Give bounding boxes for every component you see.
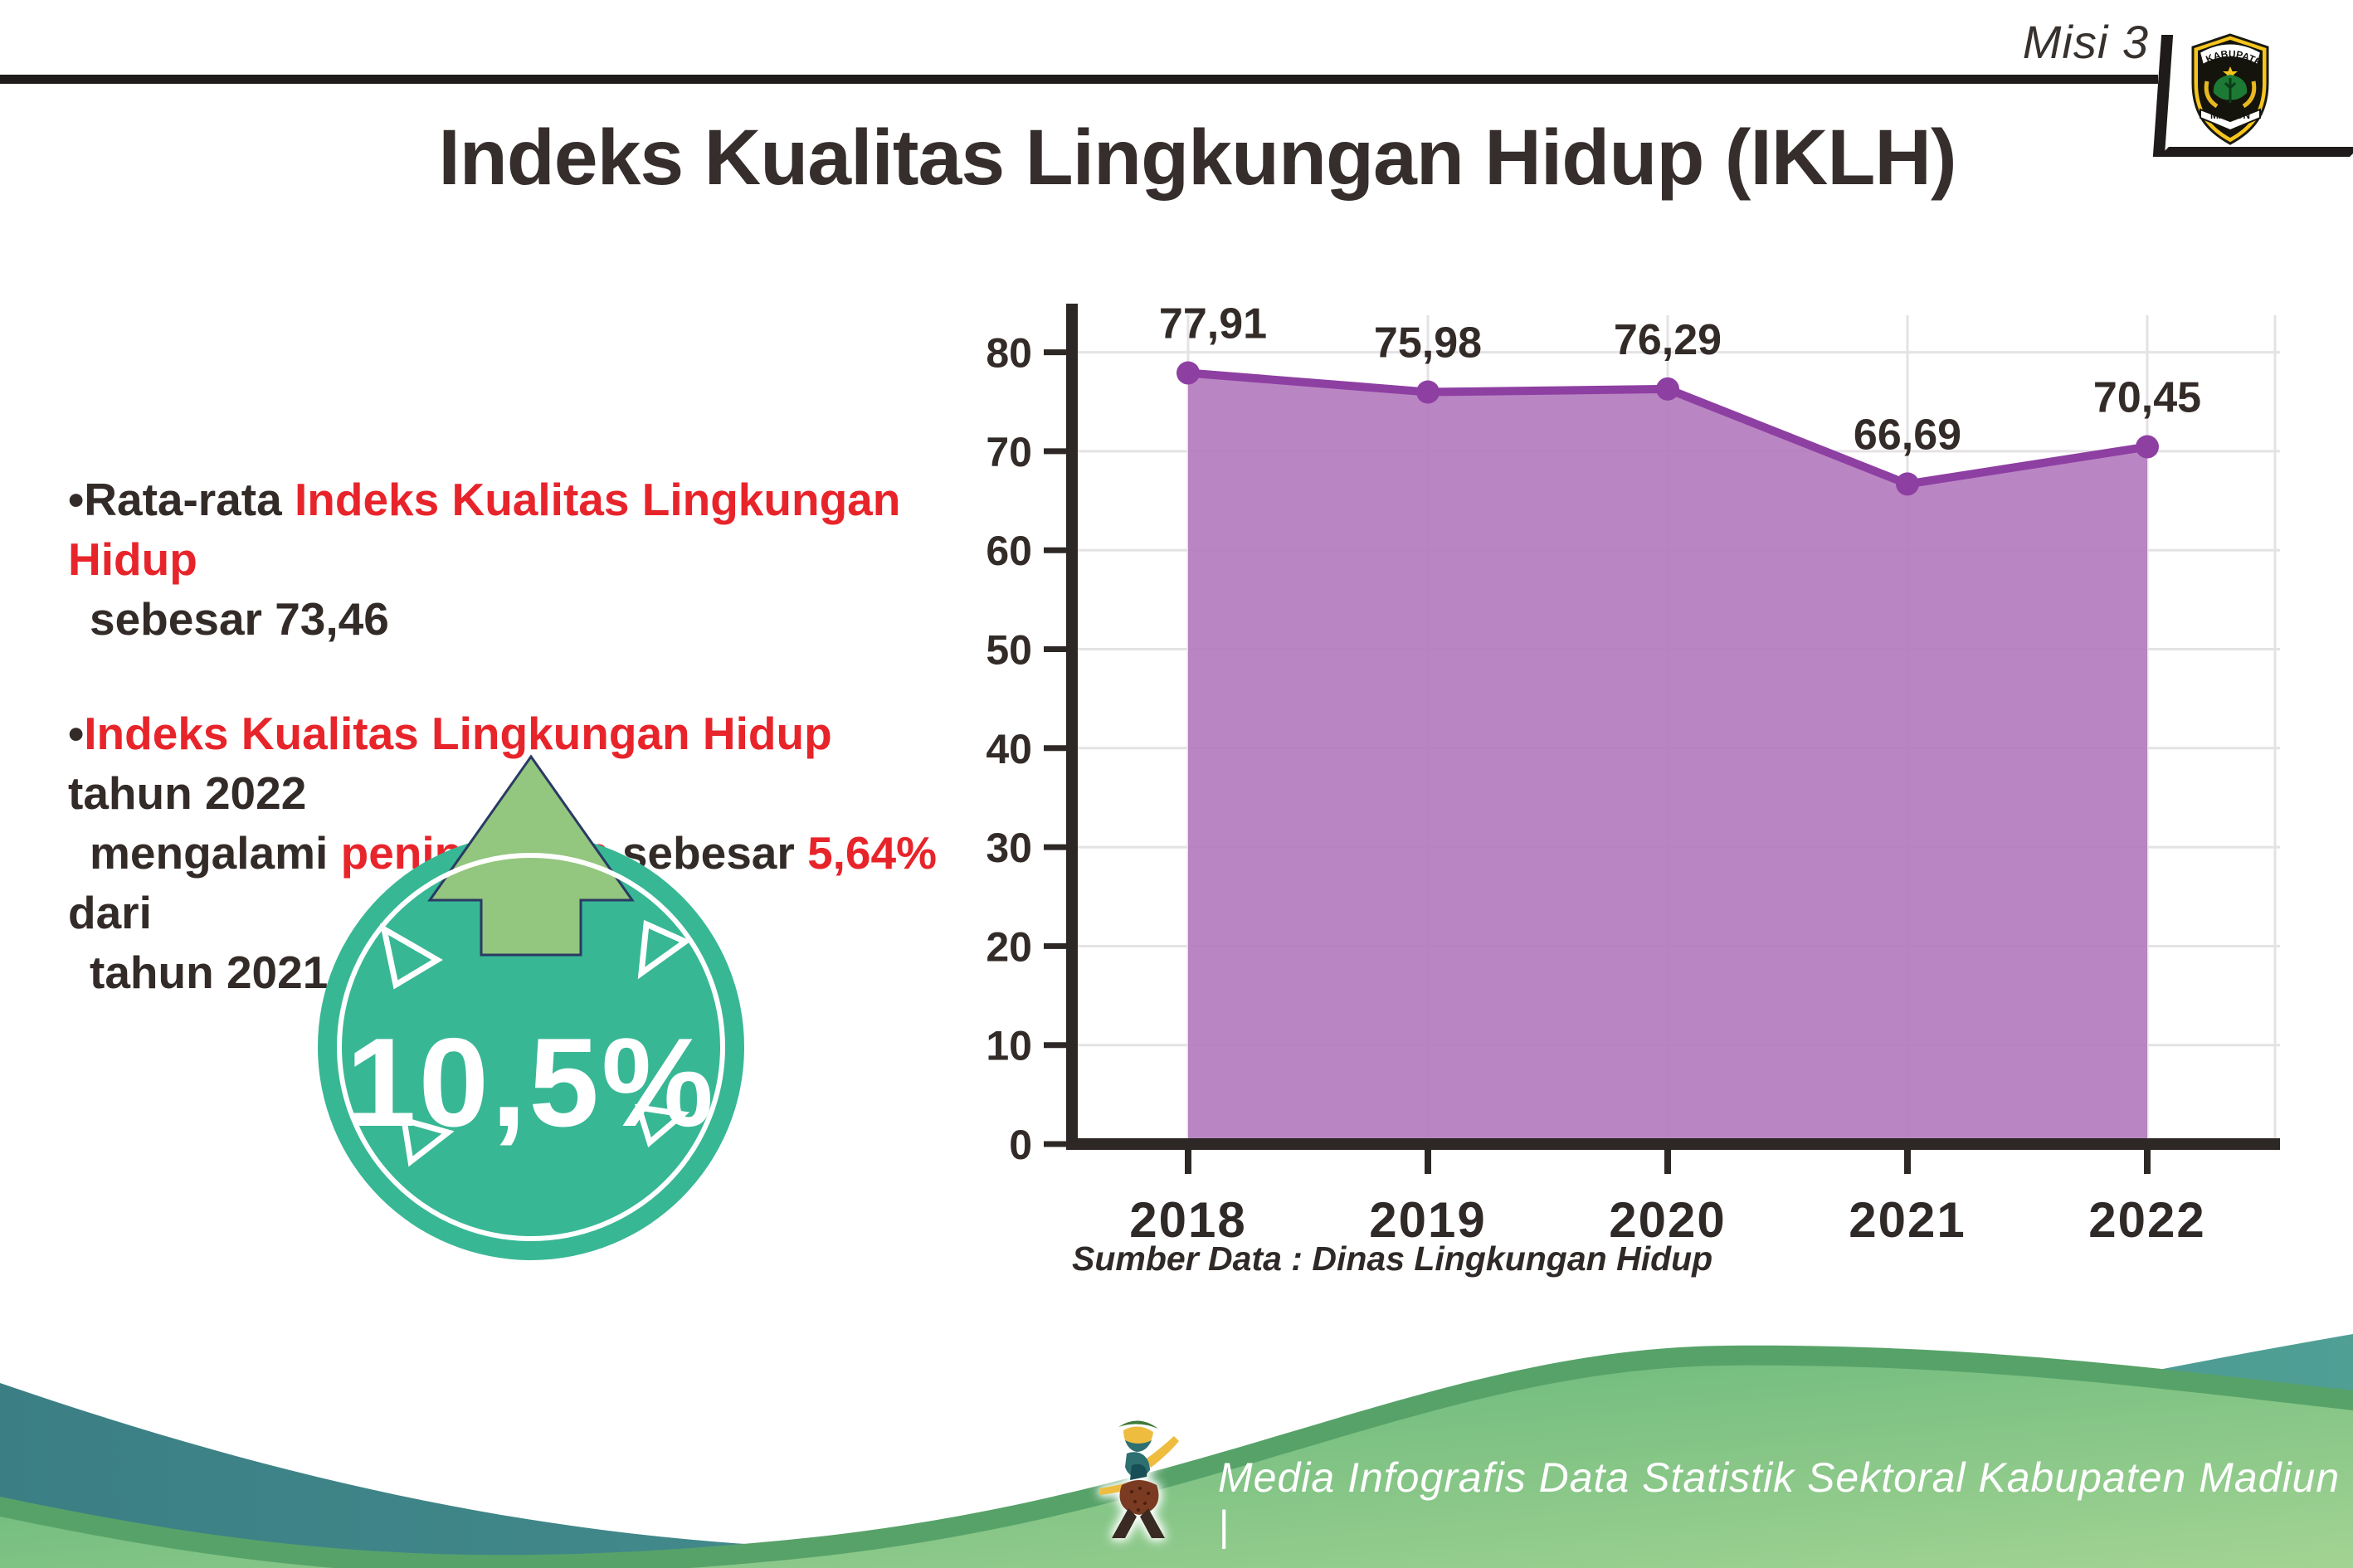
increase-badge: 10,5% <box>318 754 744 1260</box>
text-run: •Rata-rata <box>68 474 295 525</box>
data-point <box>1176 361 1200 385</box>
badge-spark-triangle <box>637 919 691 980</box>
logo-tree-trunk <box>2224 78 2237 103</box>
text-run: mengalami <box>90 827 341 879</box>
data-label: 70,45 <box>2093 374 2201 422</box>
x-tick-label: 2021 <box>1849 1192 1966 1248</box>
area-fill <box>1188 373 2147 1144</box>
text-run: 5,64% <box>807 827 938 879</box>
data-point <box>1896 472 1919 496</box>
logo-top-banner <box>2198 42 2263 66</box>
green-wave <box>0 1365 2353 1568</box>
data-label: 77,91 <box>1159 300 1267 348</box>
badge-spark-triangle <box>400 1116 455 1167</box>
text-run: • <box>68 708 85 760</box>
footer-wave <box>0 1334 2353 1568</box>
y-tick-label: 70 <box>986 429 1032 475</box>
y-tick-label: 80 <box>986 330 1032 377</box>
x-tick-label: 2018 <box>1129 1192 1246 1248</box>
x-tick-label: 2019 <box>1369 1192 1486 1248</box>
text-run: sebesar <box>609 827 808 879</box>
logo-wings-icon <box>2204 80 2257 109</box>
y-tick-label: 40 <box>986 726 1032 772</box>
kabupaten-madiun-logo: KABUPATEN MADIUN <box>2189 33 2269 145</box>
logo-bottom-banner <box>2200 108 2261 132</box>
data-label: 76,29 <box>1614 316 1722 364</box>
badge-spark-triangle <box>379 923 443 990</box>
badge-inner-ring <box>337 853 725 1241</box>
text-run: tahun 2021 <box>90 947 329 999</box>
y-tick-label: 0 <box>1009 1122 1032 1168</box>
y-tick-label: 50 <box>986 627 1032 674</box>
misi-label: Misi 3 <box>2022 16 2149 68</box>
x-tick-label: 2020 <box>1609 1192 1726 1248</box>
bullet-average-iklh: •Rata-rata Indeks Kualitas Lingkungan Hi… <box>68 470 964 649</box>
text-run: tahun 2022 <box>68 767 307 820</box>
iklh-area-chart: 0 10 20 30 40 50 60 70 80 2018 2019 2020 2021 2022 77,… <box>986 300 2280 1248</box>
header-rule <box>0 75 2158 84</box>
y-tick-label: 20 <box>986 923 1032 970</box>
data-point <box>1416 380 1440 404</box>
x-tick-label: 2022 <box>2088 1192 2205 1248</box>
y-tick-label: 60 <box>986 528 1032 574</box>
text-run: Indeks Kualitas Lingkungan Hidup <box>68 474 901 586</box>
text-run: sebesar 73,46 <box>90 593 389 645</box>
source-note: Sumber Data : Dinas Lingkungan Hidup <box>1072 1239 1713 1278</box>
text-run: dari <box>68 887 152 939</box>
page-title: Indeks Kualitas Lingkungan Hidup (IKLH) <box>438 114 1956 202</box>
y-tick-label: 10 <box>986 1023 1032 1069</box>
y-tick-label: 30 <box>986 825 1032 871</box>
data-label: 75,98 <box>1374 319 1482 368</box>
badge-percentage: 10,5% <box>346 1012 716 1153</box>
badge-spark-triangle <box>635 1103 690 1148</box>
text-run: Indeks Kualitas Lingkungan Hidup <box>84 708 832 760</box>
logo-bottom-text: MADIUN <box>2210 110 2250 121</box>
data-point <box>2136 435 2159 459</box>
data-label: 66,69 <box>1854 411 1961 459</box>
dancer-mascot-icon <box>1100 1420 1179 1538</box>
data-point <box>1656 377 1679 401</box>
footer-caption: Media Infografis Data Statistik Sektoral… <box>1218 1454 2341 1549</box>
